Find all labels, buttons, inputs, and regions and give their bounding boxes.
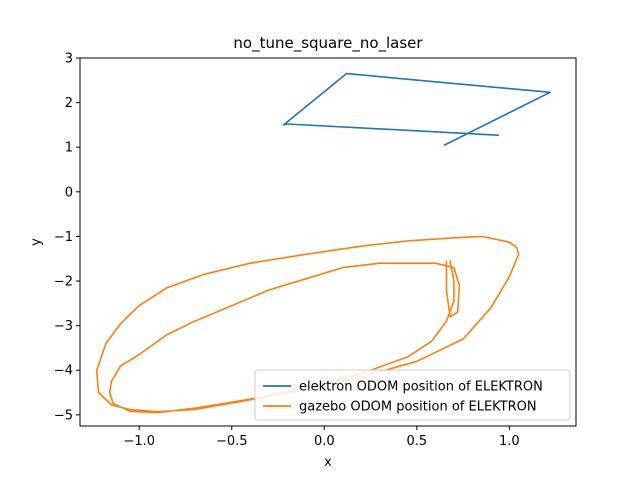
y-tick-label: −2	[54, 275, 73, 290]
y-tick-label: 2	[65, 96, 73, 111]
legend-box	[254, 369, 571, 421]
y-tick-label: 0	[65, 185, 73, 200]
series-layer	[95, 72, 551, 414]
legend-label-2: gazebo ODOM position of ELEKTRON	[299, 400, 537, 415]
y-axis-label: y	[29, 238, 44, 246]
series-line-2	[95, 235, 520, 414]
y-tick-label: −4	[54, 364, 73, 379]
y-tick-label: −1	[54, 230, 73, 245]
x-axis-label: x	[324, 455, 332, 470]
y-tick-label: 1	[65, 141, 73, 156]
plot-frame	[79, 57, 577, 427]
legend-label-1: elektron ODOM position of ELEKTRON	[299, 380, 543, 395]
x-tick-label: −1.0	[123, 434, 155, 449]
x-tick-label: 0.5	[406, 434, 427, 449]
x-tick-label: 1.0	[499, 434, 520, 449]
y-tick-label: −3	[54, 319, 73, 334]
legend: elektron ODOM position of ELEKTRON gazebo…	[254, 369, 571, 421]
y-axis: −5 −4 −3 −2 −1 0 1 2 3	[54, 52, 80, 423]
x-tick-label: −0.5	[216, 434, 248, 449]
y-tick-label: −5	[54, 408, 73, 423]
series-line-1	[282, 72, 551, 146]
chart-title: no_tune_square_no_laser	[233, 34, 423, 53]
x-tick-label: 0.0	[314, 434, 335, 449]
y-tick-label: 3	[65, 52, 73, 67]
x-axis: −1.0 −0.5 0.0 0.5 1.0	[123, 426, 520, 449]
